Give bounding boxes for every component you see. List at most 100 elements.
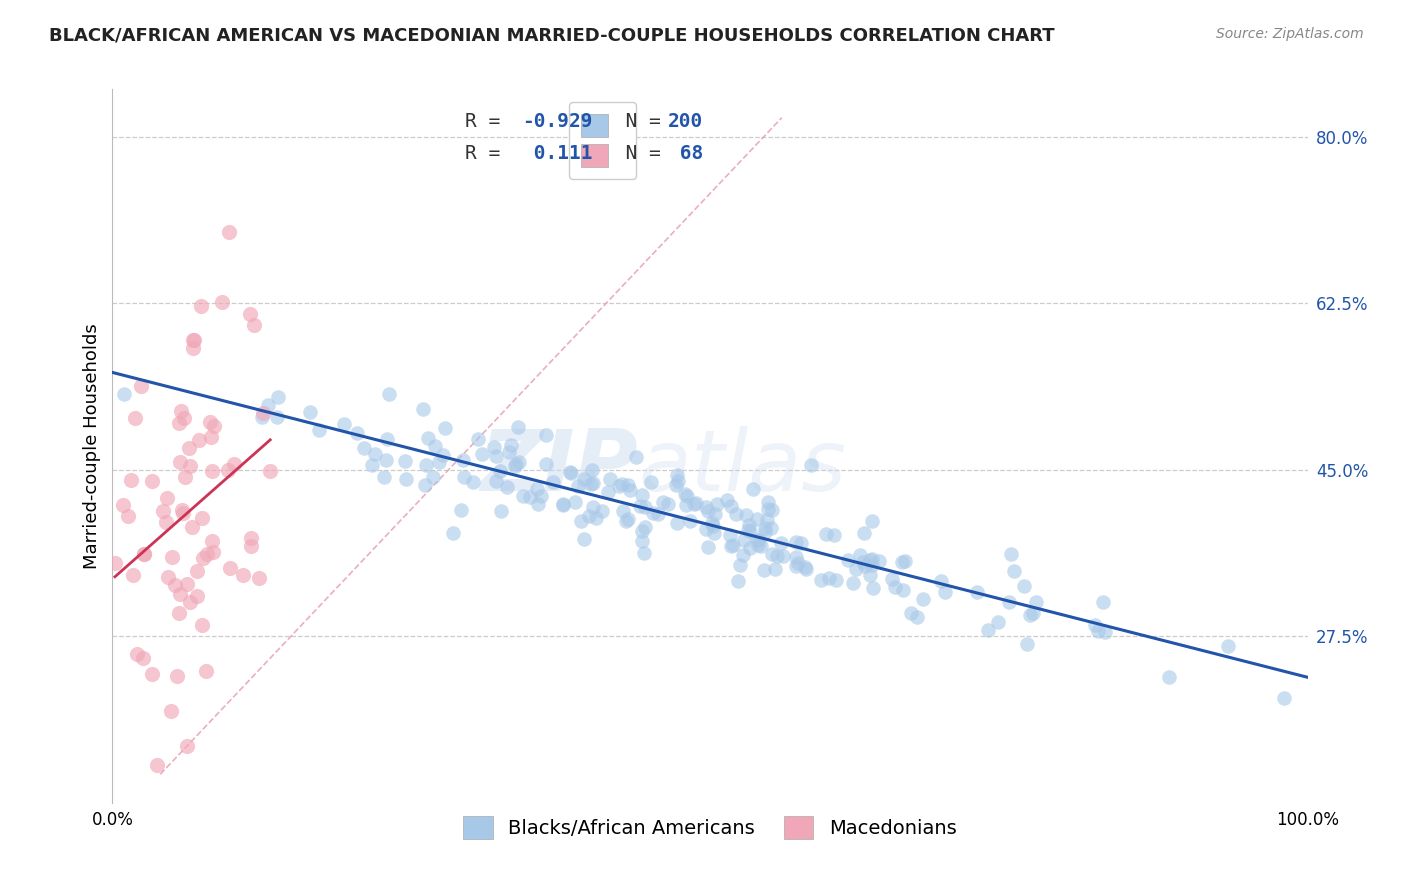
Point: [252, 406, 274, 420]
Point: [607, 478, 630, 492]
Point: [754, 524, 776, 539]
Text: ZIP: ZIP: [481, 425, 638, 509]
Point: [526, 482, 548, 496]
Point: [785, 549, 807, 564]
Point: [738, 524, 761, 538]
Point: [987, 615, 1010, 630]
Point: [256, 398, 278, 412]
Point: [146, 757, 169, 772]
Point: [652, 495, 675, 509]
Point: [703, 507, 725, 521]
Point: [160, 549, 183, 564]
Point: [800, 458, 823, 473]
Point: [364, 447, 387, 461]
Point: [756, 501, 779, 516]
Point: [505, 457, 527, 471]
Point: [191, 618, 214, 632]
Point: [250, 409, 273, 424]
Point: [733, 533, 755, 547]
Point: [634, 500, 657, 515]
Point: [745, 533, 768, 547]
Point: [378, 386, 401, 401]
Point: [695, 500, 717, 515]
Point: [467, 432, 489, 446]
Point: [527, 498, 550, 512]
Point: [572, 472, 595, 486]
Point: [647, 507, 669, 521]
Point: [761, 503, 783, 517]
Y-axis label: Married-couple Households: Married-couple Households: [83, 323, 101, 569]
Point: [415, 458, 437, 472]
Text: R =: R =: [465, 144, 512, 163]
Point: [202, 418, 225, 433]
Point: [374, 453, 396, 467]
Text: N =: N =: [603, 112, 673, 131]
Point: [1216, 639, 1239, 653]
Point: [617, 512, 640, 526]
Point: [731, 548, 754, 562]
Point: [1087, 624, 1109, 638]
Point: [453, 469, 475, 483]
Point: [441, 526, 464, 541]
Point: [738, 517, 761, 532]
Point: [180, 520, 202, 534]
Point: [761, 547, 783, 561]
Point: [581, 463, 603, 477]
Point: [534, 427, 557, 442]
Point: [179, 458, 201, 473]
Point: [737, 523, 759, 537]
Point: [141, 475, 163, 489]
Point: [997, 595, 1019, 609]
Point: [172, 506, 194, 520]
Point: [823, 528, 845, 542]
Point: [564, 495, 586, 509]
Legend: Blacks/African Americans, Macedonians: Blacks/African Americans, Macedonians: [456, 808, 965, 847]
Point: [181, 341, 204, 355]
Point: [697, 540, 720, 554]
Point: [859, 553, 882, 567]
Point: [211, 294, 233, 309]
Point: [125, 647, 148, 661]
Point: [503, 458, 526, 473]
Point: [747, 512, 769, 526]
Point: [177, 441, 200, 455]
Point: [506, 420, 529, 434]
Point: [860, 514, 883, 528]
Point: [176, 576, 198, 591]
Point: [232, 567, 254, 582]
Point: [173, 411, 195, 425]
Text: 0.111: 0.111: [523, 144, 593, 163]
Text: atlas: atlas: [638, 425, 846, 509]
Point: [631, 533, 654, 548]
Point: [259, 464, 281, 478]
Point: [880, 572, 903, 586]
Point: [853, 559, 876, 574]
Point: [728, 558, 751, 573]
Point: [1157, 670, 1180, 684]
Point: [1094, 624, 1116, 639]
Point: [868, 554, 890, 568]
Point: [747, 538, 769, 552]
Point: [853, 525, 876, 540]
Point: [751, 539, 773, 553]
Point: [633, 545, 655, 559]
Point: [560, 465, 582, 479]
Point: [824, 573, 846, 587]
Point: [734, 508, 756, 522]
Point: [837, 553, 859, 567]
Point: [748, 533, 770, 547]
Point: [569, 514, 592, 528]
Point: [1022, 606, 1045, 620]
Point: [703, 526, 725, 541]
Point: [183, 333, 205, 347]
Point: [612, 504, 634, 518]
Point: [862, 581, 884, 595]
Point: [176, 739, 198, 753]
Point: [666, 474, 689, 488]
Point: [1091, 595, 1114, 609]
Point: [860, 558, 883, 572]
Point: [810, 573, 832, 587]
Point: [530, 489, 553, 503]
Point: [617, 478, 640, 492]
Point: [1025, 595, 1047, 609]
